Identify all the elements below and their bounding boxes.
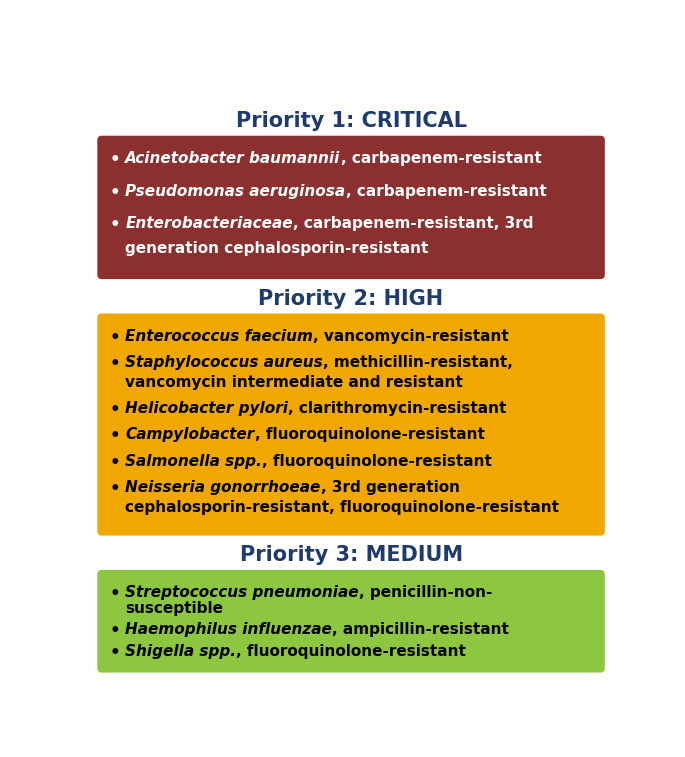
Text: Shigella spp.: Shigella spp.	[125, 643, 236, 659]
Text: cephalosporin-resistant, fluoroquinolone-resistant: cephalosporin-resistant, fluoroquinolone…	[125, 500, 560, 515]
Text: Priority 3: MEDIUM: Priority 3: MEDIUM	[240, 546, 462, 565]
Text: , carbapenem-resistant, 3rd: , carbapenem-resistant, 3rd	[293, 217, 534, 232]
Text: vancomycin intermediate and resistant: vancomycin intermediate and resistant	[125, 375, 463, 390]
Text: Salmonella spp.: Salmonella spp.	[125, 453, 262, 469]
Text: , penicillin-non-: , penicillin-non-	[359, 585, 493, 600]
Text: •: •	[110, 585, 120, 603]
Text: Neisseria gonorrhoeae: Neisseria gonorrhoeae	[125, 480, 321, 495]
Text: , methicillin-resistant,: , methicillin-resistant,	[323, 355, 513, 370]
Text: •: •	[110, 622, 120, 640]
FancyBboxPatch shape	[97, 136, 605, 279]
Text: , carbapenem-resistant: , carbapenem-resistant	[345, 184, 547, 198]
Text: •: •	[110, 151, 120, 169]
Text: Helicobacter pylori: Helicobacter pylori	[125, 401, 288, 416]
Text: , vancomycin-resistant: , vancomycin-resistant	[313, 329, 509, 344]
Text: Enterobacteriaceae: Enterobacteriaceae	[125, 217, 293, 232]
Text: Pseudomonas aeruginosa: Pseudomonas aeruginosa	[125, 184, 345, 198]
Text: , 3rd generation: , 3rd generation	[321, 480, 460, 495]
Text: •: •	[110, 329, 120, 347]
Text: •: •	[110, 217, 120, 235]
Text: •: •	[110, 480, 120, 498]
Text: •: •	[110, 427, 120, 445]
Text: •: •	[110, 643, 120, 662]
Text: Enterococcus faecium: Enterococcus faecium	[125, 329, 313, 344]
Text: Streptococcus pneumoniae: Streptococcus pneumoniae	[125, 585, 359, 600]
FancyBboxPatch shape	[97, 313, 605, 536]
Text: Campylobacter: Campylobacter	[125, 427, 255, 442]
Text: •: •	[110, 355, 120, 373]
Text: susceptible: susceptible	[125, 601, 223, 616]
Text: Priority 2: HIGH: Priority 2: HIGH	[258, 289, 444, 309]
Text: •: •	[110, 453, 120, 472]
FancyBboxPatch shape	[97, 570, 605, 672]
Text: , fluoroquinolone-resistant: , fluoroquinolone-resistant	[262, 453, 492, 469]
Text: , carbapenem-resistant: , carbapenem-resistant	[341, 151, 542, 166]
Text: , fluoroquinolone-resistant: , fluoroquinolone-resistant	[236, 643, 466, 659]
Text: •: •	[110, 184, 120, 201]
Text: Staphylococcus aureus: Staphylococcus aureus	[125, 355, 323, 370]
Text: generation cephalosporin-resistant: generation cephalosporin-resistant	[125, 241, 429, 256]
Text: •: •	[110, 401, 120, 419]
Text: Acinetobacter baumannii: Acinetobacter baumannii	[125, 151, 341, 166]
Text: , fluoroquinolone-resistant: , fluoroquinolone-resistant	[255, 427, 484, 442]
Text: Priority 1: CRITICAL: Priority 1: CRITICAL	[236, 111, 466, 131]
Text: Haemophilus influenzae: Haemophilus influenzae	[125, 622, 332, 637]
Text: , ampicillin-resistant: , ampicillin-resistant	[332, 622, 509, 637]
Text: , clarithromycin-resistant: , clarithromycin-resistant	[288, 401, 507, 416]
